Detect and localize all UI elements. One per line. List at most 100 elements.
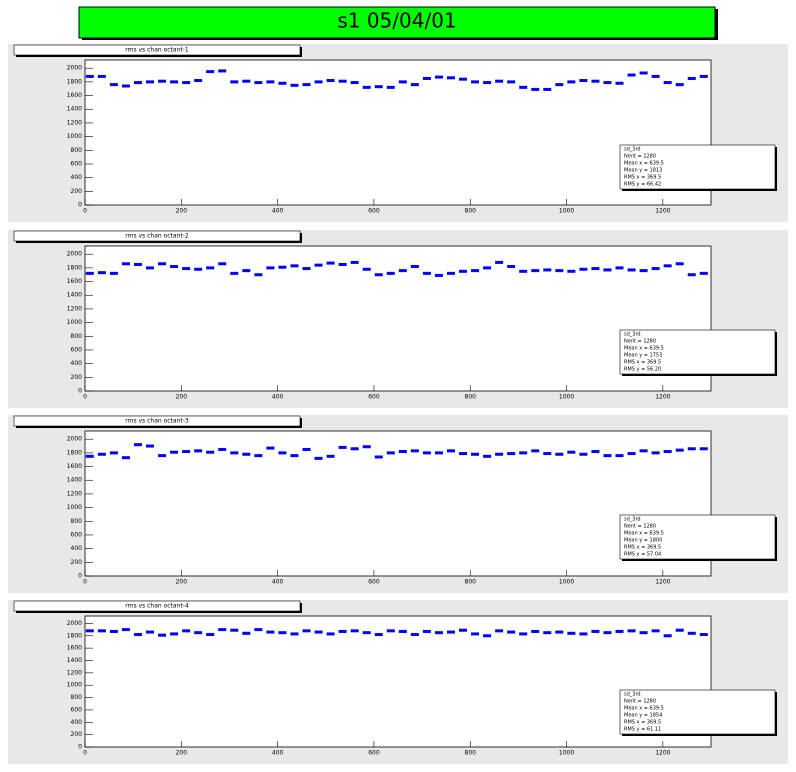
plot-frame: [84, 59, 712, 206]
data-point: [651, 451, 660, 455]
stats-line: RMS x = 369.5: [624, 545, 661, 551]
panel-title-box: [13, 44, 301, 56]
x-tick-label: 400: [272, 750, 284, 757]
data-point: [687, 631, 696, 635]
data-point: [687, 447, 696, 451]
stats-line: RMS y = 61.11: [624, 727, 661, 733]
data-point: [326, 454, 335, 458]
y-tick-label: 600: [71, 531, 83, 538]
stats-line: RMS x = 369.5: [624, 360, 661, 366]
data-point: [302, 83, 311, 87]
y-tick-label: 0: [78, 388, 82, 395]
y-tick-label: 1200: [67, 305, 82, 312]
data-point: [278, 265, 287, 269]
data-point: [555, 269, 564, 273]
data-point: [579, 79, 588, 83]
stats-line: Mean x = 639.5: [624, 346, 664, 352]
x-tick-label: 0: [83, 750, 87, 757]
y-tick-label: 1800: [67, 632, 82, 639]
y-tick-label: 1400: [67, 657, 82, 664]
data-point: [567, 450, 576, 454]
x-tick-label: 400: [272, 208, 284, 215]
data-point: [663, 81, 672, 85]
data-point: [290, 264, 299, 268]
data-point: [699, 74, 708, 78]
data-point: [483, 634, 492, 638]
y-tick-label: 1600: [67, 92, 82, 99]
y-tick-label: 2000: [67, 65, 82, 72]
data-point: [531, 87, 540, 91]
data-point: [567, 80, 576, 84]
data-point: [230, 271, 239, 275]
data-point: [651, 74, 660, 78]
y-tick-label: 1600: [67, 278, 82, 285]
y-tick-label: 2000: [67, 251, 82, 258]
data-point: [699, 633, 708, 637]
data-point: [422, 629, 431, 633]
data-point: [133, 81, 142, 85]
data-point: [362, 445, 371, 449]
data-point: [182, 629, 191, 633]
data-point: [446, 271, 455, 275]
y-tick-label: 1800: [67, 264, 82, 271]
data-point: [230, 628, 239, 632]
data-point: [495, 452, 504, 456]
data-point: [362, 85, 371, 89]
stats-line: Nent = 1280: [624, 524, 656, 530]
data-point: [374, 455, 383, 459]
x-tick-label: 0: [83, 579, 87, 586]
data-point: [446, 76, 455, 80]
data-point: [555, 452, 564, 456]
panel-title: rms vs chan octant-2: [125, 233, 189, 240]
y-tick-label: 800: [71, 333, 83, 340]
data-point: [591, 267, 600, 271]
y-tick-label: 1600: [67, 645, 82, 652]
data-point: [434, 451, 443, 455]
y-tick-label: 1000: [67, 133, 82, 140]
data-point: [266, 80, 275, 84]
y-tick-label: 1200: [67, 490, 82, 497]
x-tick-label: 1200: [655, 394, 670, 401]
data-point: [386, 85, 395, 89]
y-tick-label: 200: [71, 731, 83, 738]
data-point: [218, 262, 227, 266]
data-point: [206, 266, 215, 270]
data-point: [543, 87, 552, 91]
data-point: [194, 631, 203, 635]
data-point: [314, 80, 323, 84]
data-point: [230, 451, 239, 455]
data-point: [170, 632, 179, 636]
data-point: [338, 629, 347, 633]
data-point: [350, 629, 359, 633]
y-tick-label: 400: [71, 545, 83, 552]
x-tick-label: 600: [368, 750, 380, 757]
panel-title-box: [13, 600, 301, 612]
data-point: [434, 631, 443, 635]
data-point: [675, 262, 684, 266]
data-point: [362, 631, 371, 635]
y-tick-label: 1200: [67, 119, 82, 126]
x-tick-label: 800: [465, 394, 477, 401]
data-point: [338, 79, 347, 83]
y-tick-label: 800: [71, 694, 83, 701]
data-point: [266, 446, 275, 450]
data-point: [639, 449, 648, 453]
data-point: [290, 83, 299, 87]
data-point: [531, 269, 540, 273]
panel-title-box: [13, 230, 301, 242]
stats-line: sd_3rd: [624, 332, 641, 338]
data-point: [146, 630, 155, 634]
data-point: [374, 633, 383, 637]
stats-line: RMS y = 57.04: [624, 552, 661, 558]
data-point: [182, 81, 191, 85]
data-point: [121, 456, 130, 460]
x-tick-label: 800: [465, 208, 477, 215]
stats-line: Nent = 1280: [624, 154, 656, 160]
y-tick-label: 1000: [67, 319, 82, 326]
stats-line: RMS x = 369.5: [624, 720, 661, 726]
data-point: [699, 447, 708, 451]
data-point: [386, 629, 395, 633]
y-tick-label: 1400: [67, 477, 82, 484]
stats-line: sd_3rd: [624, 692, 641, 698]
data-point: [170, 80, 179, 84]
